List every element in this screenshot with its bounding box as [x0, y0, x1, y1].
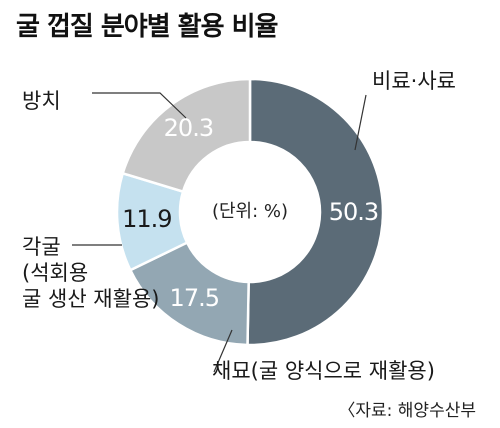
category-label: 방치 [22, 89, 61, 113]
source-note: 〈자료: 해양수산부 [338, 401, 476, 421]
chart-title: 굴 껍질 분야별 활용 비율 [16, 12, 278, 42]
slice-value-label: 11.9 [122, 205, 171, 233]
unit-note: (단위: %) [212, 201, 288, 222]
category-label-line: 비료·사료 [372, 69, 456, 93]
leader-line [213, 329, 233, 373]
leader-line [92, 92, 187, 119]
slice-values: 50.3 17.5 11.9 20.3 [122, 114, 379, 312]
category-label-line: 굴 생산 재활용) [22, 287, 159, 311]
donut-hole [180, 142, 320, 282]
slice-value-label: 50.3 [329, 198, 378, 226]
leader-line [354, 94, 367, 151]
slice-value-label: 17.5 [170, 284, 219, 312]
category-label-line: 채묘(굴 양식으로 재활용) [212, 359, 435, 383]
category-label: 비료·사료 [372, 69, 456, 93]
category-label-line: 각굴 [22, 235, 61, 259]
category-label-line: (석회용 [22, 261, 88, 285]
category-label-line: 방치 [22, 89, 61, 113]
slice-value-label: 20.3 [164, 114, 213, 142]
category-label: 각굴 (석회용 굴 생산 재활용) [22, 235, 159, 311]
category-label: 채묘(굴 양식으로 재활용) [212, 359, 435, 383]
